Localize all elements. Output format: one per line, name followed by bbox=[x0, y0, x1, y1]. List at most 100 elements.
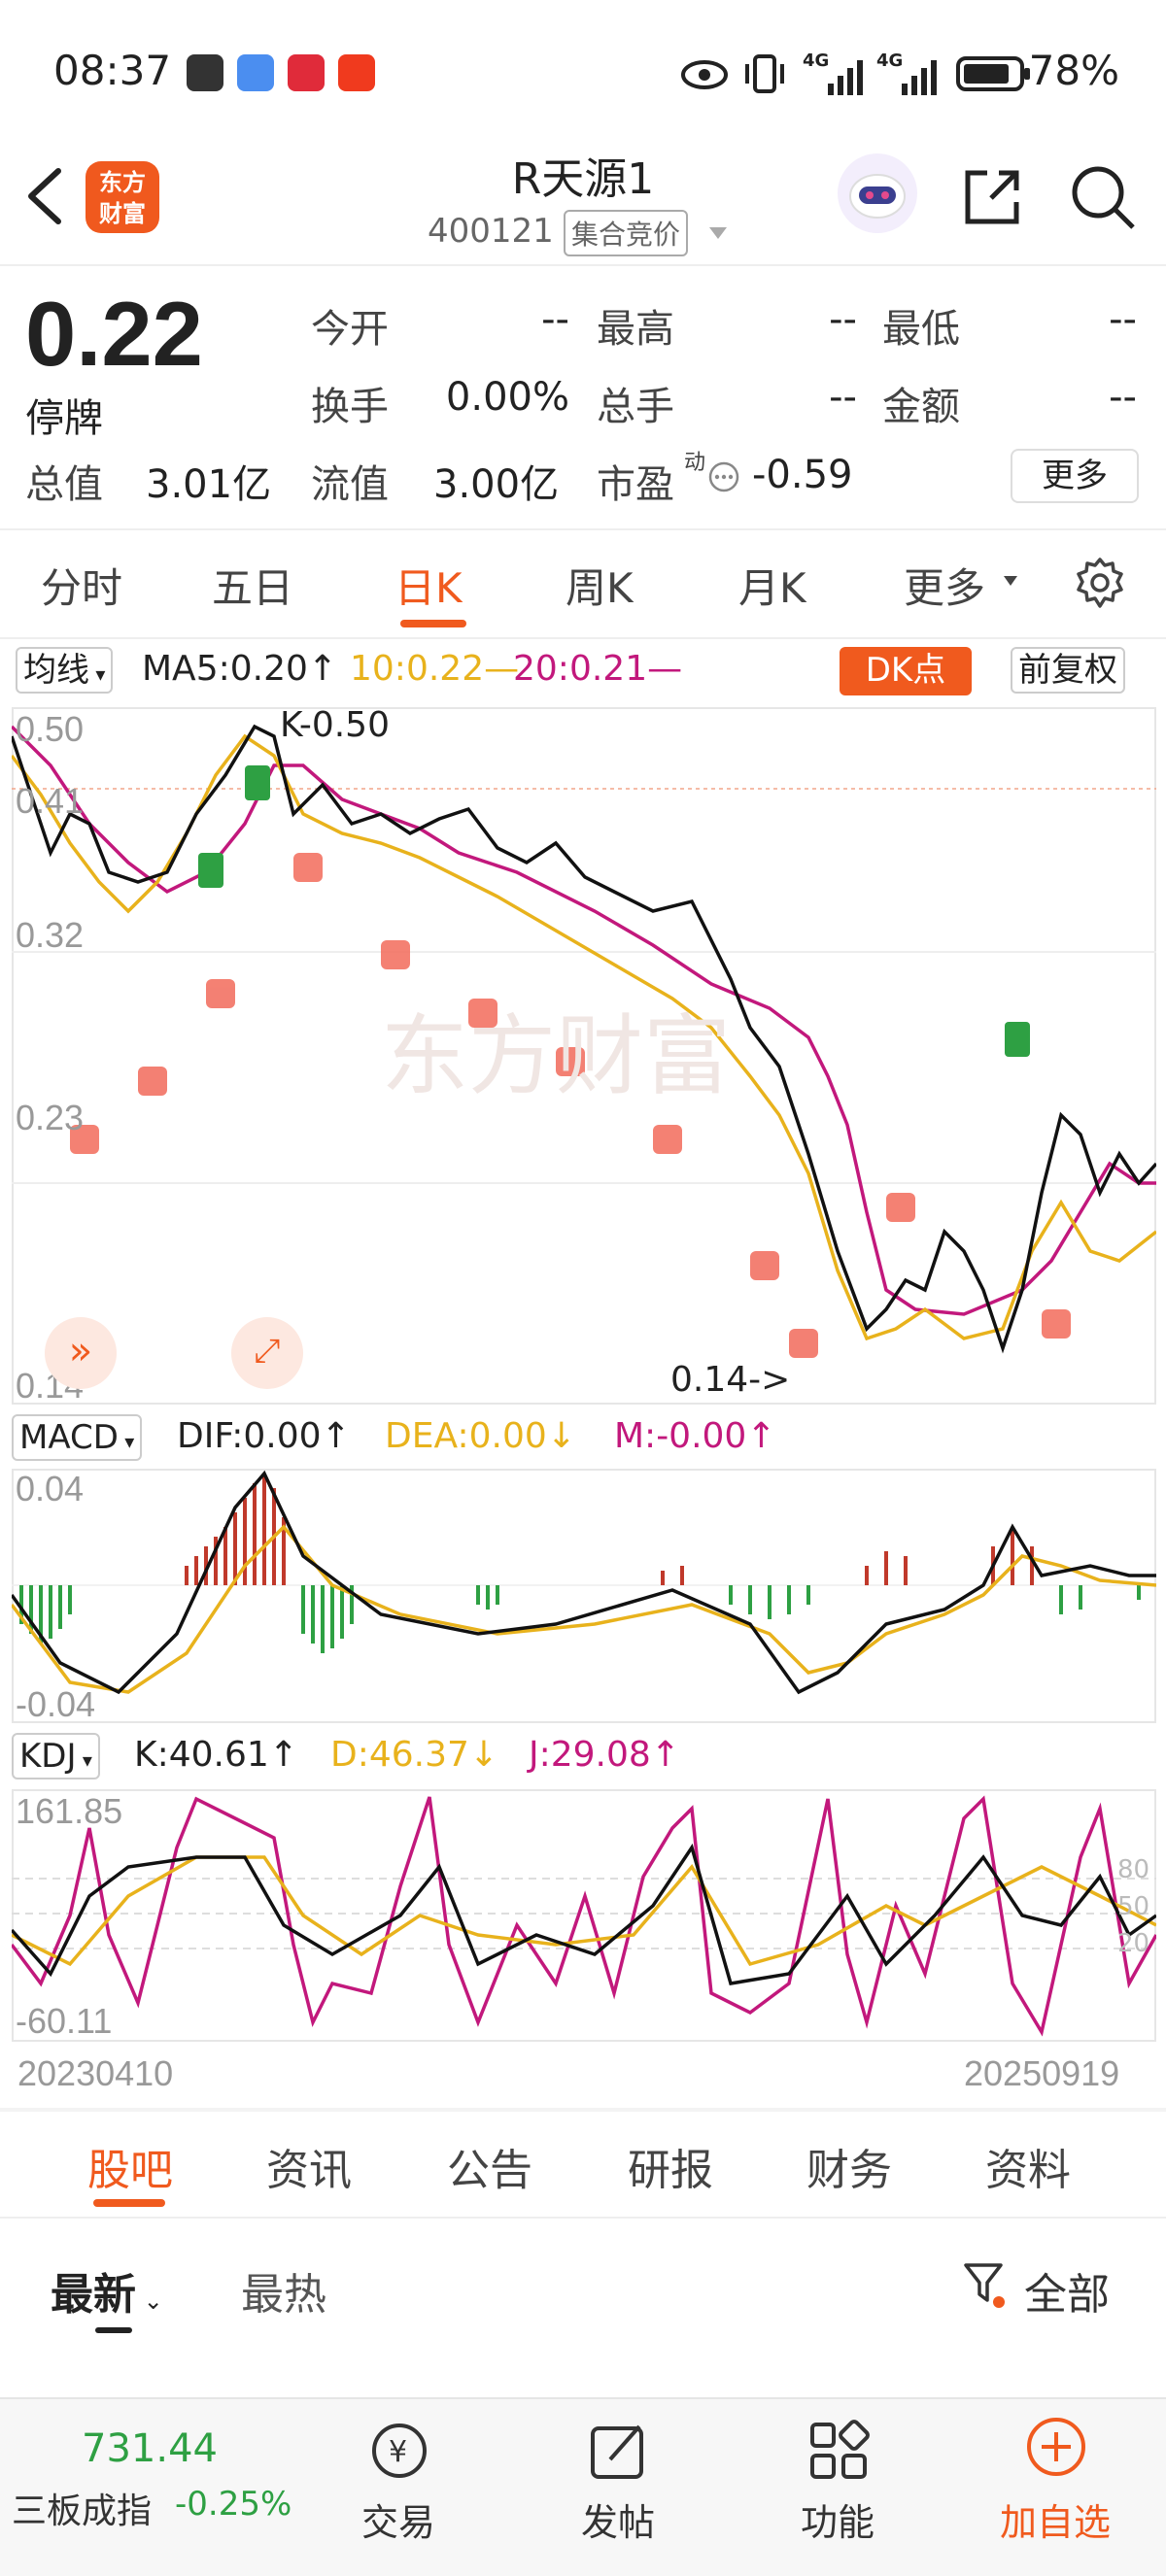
expand-left-button[interactable]: » bbox=[45, 1317, 117, 1389]
index-value: 731.44 bbox=[82, 2426, 218, 2471]
network-type-1: 4G bbox=[803, 51, 830, 71]
high-label: 最高 bbox=[597, 307, 674, 352]
app-logo[interactable]: 东方 财富 bbox=[86, 161, 159, 233]
tab-five-day[interactable]: 五日 bbox=[212, 564, 294, 612]
macd-chart[interactable] bbox=[12, 1469, 1156, 1723]
tab-more-periods[interactable]: 更多 bbox=[904, 564, 986, 612]
date-end: 20250919 bbox=[964, 2053, 1120, 2093]
index-ticker[interactable]: 731.44 三板成指 -0.25% bbox=[0, 2399, 301, 2576]
float-cap-value: 3.00亿 bbox=[433, 462, 560, 507]
tab-monthly-k[interactable]: 月K bbox=[738, 564, 806, 612]
more-quote-button[interactable]: 更多 bbox=[1011, 449, 1139, 503]
period-divider bbox=[0, 637, 1166, 639]
content-tab-underline bbox=[93, 2199, 165, 2207]
kdj-selector[interactable]: KDJ ▾ bbox=[12, 1733, 100, 1779]
volume-value: -- bbox=[829, 375, 857, 420]
filter-all[interactable]: 全部 bbox=[1024, 2270, 1110, 2320]
tab-weekly-k[interactable]: 周K bbox=[566, 564, 634, 612]
signal-2-icon: 4G bbox=[876, 51, 944, 95]
nav-features[interactable]: 功能 bbox=[760, 2399, 915, 2576]
tab-announcements[interactable]: 公告 bbox=[447, 2146, 532, 2195]
logo-text-top: 东方 bbox=[99, 169, 146, 196]
adjust-button[interactable]: 前复权 bbox=[1011, 647, 1125, 694]
pe-superscript: 动 bbox=[684, 451, 706, 475]
nav-trade[interactable]: ¥ 交易 bbox=[321, 2399, 476, 2576]
nav-post-label: 发帖 bbox=[580, 2501, 655, 2544]
macd-selector[interactable]: MACD ▾ bbox=[12, 1414, 143, 1461]
sort-hottest[interactable]: 最热 bbox=[241, 2270, 326, 2320]
macd-dea: DEA:0.00↓ bbox=[385, 1416, 576, 1456]
tab-forum[interactable]: 股吧 bbox=[87, 2146, 173, 2195]
amount-label: 金额 bbox=[882, 385, 960, 429]
eye-icon bbox=[681, 60, 728, 89]
upload-notification-icon bbox=[187, 54, 223, 91]
tab-timeshare[interactable]: 分时 bbox=[41, 564, 123, 612]
trading-status: 停牌 bbox=[25, 396, 103, 441]
kline-watermark: 东方财富 bbox=[381, 1005, 731, 1107]
ma-selector[interactable]: 均线 ▾ bbox=[16, 647, 114, 694]
back-icon[interactable] bbox=[23, 165, 66, 227]
low-value: -- bbox=[1109, 297, 1137, 342]
kdj-k: K:40.61↑ bbox=[134, 1735, 298, 1775]
logo-text-bottom: 财富 bbox=[99, 200, 146, 227]
filter-icon[interactable] bbox=[962, 2259, 1007, 2310]
dk-point-label: DK点 bbox=[865, 651, 946, 690]
kline-chart[interactable]: 东方财富 bbox=[12, 707, 1156, 1405]
network-type-2: 4G bbox=[876, 51, 904, 71]
tab-profile[interactable]: 资料 bbox=[985, 2146, 1071, 2195]
dk-point-button[interactable]: DK点 bbox=[840, 647, 972, 695]
svg-text:¥: ¥ bbox=[389, 2435, 407, 2469]
pe-value: -0.59 bbox=[752, 453, 853, 497]
tab-finance[interactable]: 财务 bbox=[806, 2146, 892, 2195]
bottom-navigation: 731.44 三板成指 -0.25% ¥ 交易 发帖 功能 加自选 bbox=[0, 2397, 1166, 2576]
kdj-ref-50: 50 bbox=[1117, 1892, 1150, 1921]
edit-icon bbox=[591, 2424, 643, 2479]
macd-y-top: 0.04 bbox=[16, 1469, 85, 1508]
open-value: -- bbox=[541, 297, 569, 342]
nav-add-watch[interactable]: 加自选 bbox=[977, 2399, 1133, 2576]
info-dots-icon[interactable] bbox=[707, 460, 740, 493]
kdj-y-top: 161.85 bbox=[16, 1791, 123, 1831]
kline-max-annotation: K-0.50 bbox=[280, 705, 390, 745]
kdj-ref-80: 80 bbox=[1117, 1855, 1150, 1884]
kline-y-label-3: 0.32 bbox=[16, 915, 85, 955]
sort-latest-label: 最新 bbox=[51, 2270, 136, 2320]
stock-name: R天源1 bbox=[511, 154, 655, 204]
kdj-j: J:29.08↑ bbox=[529, 1735, 680, 1775]
fullscreen-button[interactable]: ⤢ bbox=[231, 1317, 303, 1389]
sort-latest[interactable]: 最新 ⌄ bbox=[51, 2270, 163, 2320]
battery-icon bbox=[956, 56, 1030, 91]
turnover-label: 换手 bbox=[311, 385, 389, 429]
active-tab-underline bbox=[400, 620, 466, 627]
macd-y-bottom: -0.04 bbox=[16, 1684, 96, 1724]
status-time: 08:37 bbox=[53, 47, 172, 94]
share-icon[interactable] bbox=[960, 165, 1024, 229]
nav-post[interactable]: 发帖 bbox=[540, 2399, 696, 2576]
caret-down-icon bbox=[1004, 576, 1017, 586]
total-cap-label: 总值 bbox=[25, 462, 103, 507]
gear-icon[interactable] bbox=[1073, 556, 1127, 610]
ma5-readout: MA5:0.20↑ bbox=[142, 649, 338, 689]
tab-research[interactable]: 研报 bbox=[628, 2146, 713, 2195]
c-app-notification-icon bbox=[338, 54, 375, 91]
auction-tag[interactable]: 集合竞价 bbox=[564, 210, 689, 256]
content-tab-divider bbox=[0, 2217, 1166, 2219]
ma10-readout: 10:0.22— bbox=[350, 649, 520, 689]
nav-add-watch-label: 加自选 bbox=[999, 2501, 1111, 2544]
amount-value: -- bbox=[1109, 375, 1137, 420]
tab-news[interactable]: 资讯 bbox=[266, 2146, 352, 2195]
section-gap bbox=[0, 2108, 1166, 2112]
robot-assistant-icon[interactable] bbox=[838, 153, 917, 233]
search-icon[interactable] bbox=[1069, 163, 1137, 231]
shopping-notification-icon bbox=[288, 54, 325, 91]
battery-level: 78% bbox=[1028, 47, 1119, 94]
float-cap-label: 流值 bbox=[311, 462, 389, 507]
grid-icon bbox=[810, 2420, 870, 2479]
kdj-chart[interactable] bbox=[12, 1789, 1156, 2042]
low-label: 最低 bbox=[882, 307, 960, 352]
chevron-down-icon[interactable] bbox=[707, 225, 729, 241]
macd-m: M:-0.00↑ bbox=[614, 1416, 776, 1456]
kdj-y-bottom: -60.11 bbox=[16, 2001, 113, 2041]
tab-daily-k[interactable]: 日K bbox=[394, 564, 463, 612]
stock-code: 400121 bbox=[428, 212, 554, 251]
